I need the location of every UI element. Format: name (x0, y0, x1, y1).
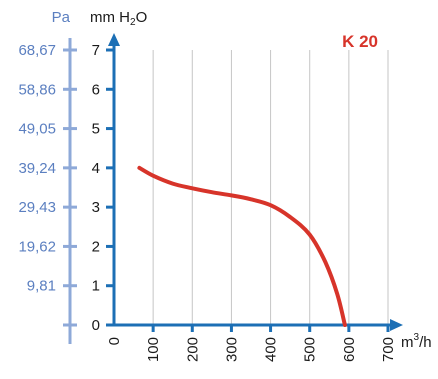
x-ticks: 0 100 200 300 400 500 600 700 (106, 325, 397, 362)
pa-tick-label: 68,67 (18, 42, 56, 59)
grid-lines (152, 50, 389, 325)
y-tick-label: 1 (92, 278, 100, 295)
main-axes (108, 33, 403, 331)
x-axis-arrow (390, 319, 403, 331)
y-tick-label: 6 (92, 81, 100, 98)
y-tick-label: 5 (92, 121, 100, 138)
y-ticks-mm: 0 1 2 3 4 5 6 7 (92, 42, 114, 334)
mm-unit-label: mm H2O (90, 9, 147, 28)
y-axis-arrow (108, 33, 120, 46)
performance-curve (137, 165, 347, 327)
y-tick-label: 2 (92, 238, 100, 255)
x-tick-label: 600 (341, 337, 358, 362)
x-tick-label: 100 (145, 337, 162, 362)
pa-axis: 9,81 19,62 29,43 39,24 49,05 58,86 68,67 (18, 38, 77, 344)
x-tick-label: 0 (106, 337, 123, 345)
curve-line (137, 165, 347, 327)
x-tick-label: 700 (380, 337, 397, 362)
y-tick-label: 0 (92, 317, 100, 334)
y-tick-label: 4 (92, 160, 100, 177)
pa-tick-label: 29,43 (18, 199, 56, 216)
pa-tick-label: 39,24 (18, 160, 56, 177)
x-unit-label: m3/h (401, 332, 432, 351)
model-label: K 20 (342, 32, 378, 51)
pa-tick-label: 49,05 (18, 121, 56, 138)
pa-unit-label: Pa (52, 9, 71, 26)
x-tick-label: 200 (184, 337, 201, 362)
y-tick-label: 7 (92, 42, 100, 59)
y-tick-label: 3 (92, 199, 100, 216)
pa-tick-label: 58,86 (18, 81, 56, 98)
x-tick-label: 300 (223, 337, 240, 362)
x-tick-label: 400 (263, 337, 280, 362)
pa-tick-label: 19,62 (18, 238, 56, 255)
x-tick-label: 500 (302, 337, 319, 362)
pa-tick-label: 9,81 (27, 278, 56, 295)
